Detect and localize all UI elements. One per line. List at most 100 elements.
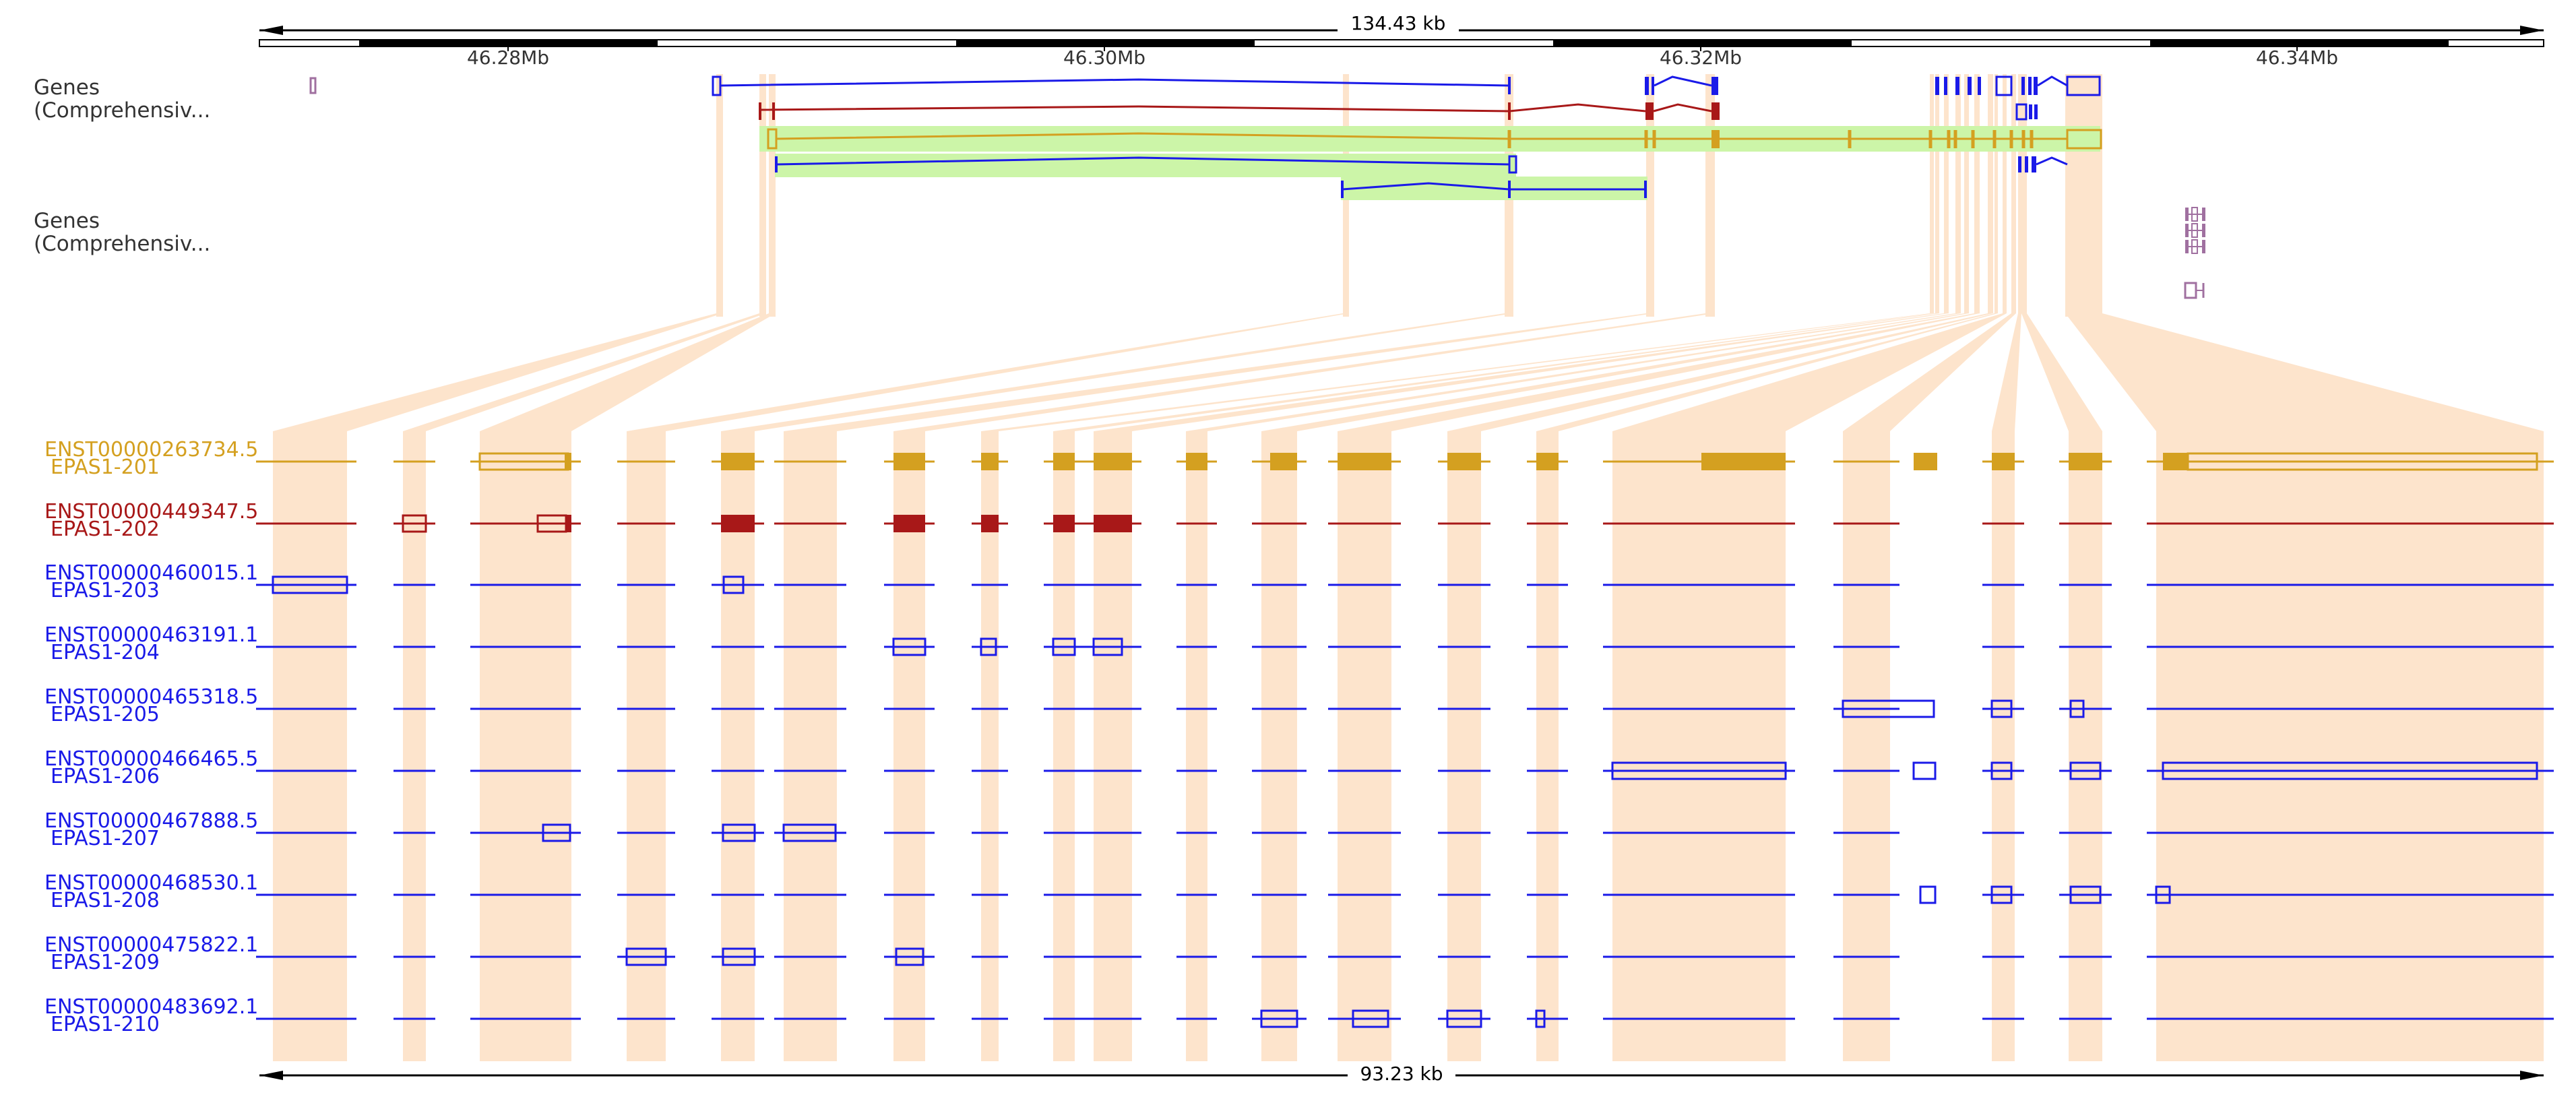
exon-box [2066,75,2101,96]
track-label-genes-1: Genes (Comprehensiv... [34,76,210,122]
exon-connector [1992,74,2021,431]
backbone-gap [581,645,617,649]
backbone-gap [846,522,884,526]
transcript-rows [256,452,2554,1028]
exon-filled [565,453,571,470]
transcript-id[interactable]: ENST00000475822.1 [44,933,259,957]
transcript-name[interactable]: EPAS1-204 [51,641,160,664]
exon-connector [721,74,1513,431]
transcript-name[interactable]: EPAS1-203 [51,579,160,602]
backbone-gap [1401,769,1438,773]
exon-band [1261,431,1297,1061]
transcript-name[interactable]: EPAS1-202 [51,517,160,541]
backbone-gap [356,955,394,959]
backbone-gap [935,955,972,959]
transcript-name[interactable]: EPAS1-207 [51,827,160,850]
backbone-gap [1141,1017,1176,1021]
backbone-gap [935,707,972,711]
backbone-gap [846,769,884,773]
backbone-gap [2112,522,2147,526]
exon-outline [402,514,427,533]
backbone-gap [1141,645,1176,649]
transcript-id[interactable]: ENST00000468530.1 [44,871,259,895]
backbone-gap [581,955,617,959]
backbone-gap [1795,769,1833,773]
exon-filled [1447,453,1481,470]
transcript-id[interactable]: ENST00000465318.5 [44,685,259,709]
backbone-gap [935,645,972,649]
backbone-gap [435,707,470,711]
transcript-id[interactable]: ENST00000483692.1 [44,995,259,1019]
backbone-gap [1307,831,1328,835]
transcript-row [256,1009,2554,1028]
exon-connector [273,74,723,431]
exon-band [1612,431,1786,1061]
transcript-name[interactable]: EPAS1-205 [51,703,160,726]
backbone-gap [435,522,470,526]
backbone-gap [2024,955,2059,959]
transcript-name[interactable]: EPAS1-206 [51,765,160,788]
exon-outline [1919,885,1937,904]
backbone-gap [435,583,470,587]
transcript-id[interactable]: ENST00000466465.5 [44,747,259,771]
exon-filled [981,515,999,532]
transcript-row [256,885,2554,904]
backbone-gap [1401,831,1438,835]
backbone-gap [1217,583,1252,587]
exon-band-upper [769,74,776,317]
backbone-gap [1141,893,1176,897]
gene-feature-small [309,77,317,94]
transcript-id[interactable]: ENST00000460015.1 [44,561,259,585]
transcript-id[interactable]: ENST00000449347.5 [44,500,259,524]
bottom-span-label: 93.23 kb [1360,1063,1443,1085]
intron-line [1342,182,1645,191]
scale-block [956,40,1255,46]
backbone-gap [764,583,774,587]
track-label-subtitle: (Comprehensiv... [34,98,211,123]
transcript-name[interactable]: EPAS1-208 [51,889,160,912]
transcript-name[interactable]: EPAS1-201 [51,455,160,479]
backbone-gap [764,645,774,649]
track-label-title: Genes [34,75,100,100]
backbone-gap [435,955,470,959]
exon-outline [2187,452,2538,471]
backbone-gap [846,831,884,835]
backbone-gap [2024,893,2059,897]
backbone-gap [935,1017,972,1021]
backbone-gap [1008,831,1044,835]
backbone-gap [581,522,617,526]
transcript-id[interactable]: ENST00000263734.5 [44,438,259,462]
backbone-gap [1795,1017,1833,1021]
exon-block [2029,104,2032,119]
backbone-gap [581,1017,617,1021]
transcript-row [256,761,2554,780]
exon-outline [1352,1009,1389,1028]
feature-box [2184,282,2197,299]
backbone-gap [581,707,617,711]
backbone-gap [1141,583,1176,587]
exon-connector [2021,74,2102,431]
exon-block [1711,130,1720,148]
exon-connector [1612,74,2007,431]
exon-outline [272,575,348,594]
transcript-name[interactable]: EPAS1-209 [51,951,160,974]
exon-band [1536,431,1559,1061]
transcript-id[interactable]: ENST00000467888.5 [44,809,259,833]
transcript-name[interactable]: EPAS1-210 [51,1013,160,1036]
exon-band [1843,431,1890,1061]
backbone-gap [675,522,712,526]
backbone-gap [1141,955,1176,959]
transcript-id[interactable]: ENST00000463191.1 [44,623,259,647]
backbone-gap [846,460,884,464]
backbone-gap [356,522,394,526]
exon-outline [625,947,667,966]
exon-filled [566,515,571,532]
backbone-gap [2112,955,2147,959]
track-label-genes-2: Genes (Comprehensiv... [34,210,210,255]
transcript-row [256,452,2554,471]
exon-connector [480,74,776,431]
exon-band-upper [716,74,723,317]
backbone-gap [1008,583,1044,587]
backbone-gap [2024,460,2059,464]
